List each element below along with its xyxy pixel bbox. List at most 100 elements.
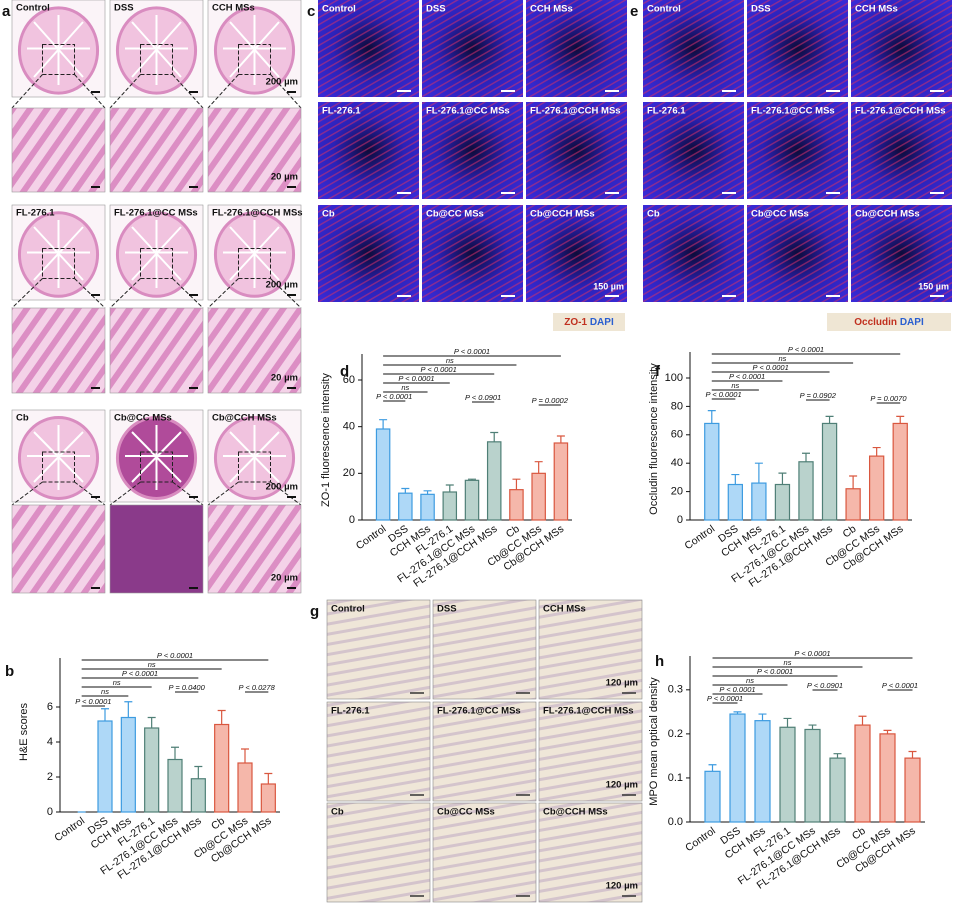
tile-title: Cb xyxy=(322,209,335,220)
error-bar xyxy=(833,753,842,759)
significance-label: ns xyxy=(731,381,739,390)
bar xyxy=(260,783,276,813)
y-tick-label: 100 xyxy=(665,372,683,384)
bar xyxy=(879,733,896,823)
tile-title: DSS xyxy=(114,3,134,14)
ihc-image xyxy=(538,599,643,700)
y-tick-label: 60 xyxy=(343,374,355,386)
zoom-box xyxy=(42,248,75,279)
bar xyxy=(509,489,524,521)
scale-label: 120 µm xyxy=(606,678,638,689)
scale-label: 120 µm xyxy=(606,881,638,892)
error-bar xyxy=(468,478,476,481)
x-tick-label: Control xyxy=(52,815,87,844)
y-tick-label: 0 xyxy=(47,806,53,818)
x-tick-label: Control xyxy=(683,825,718,854)
bar xyxy=(704,422,720,521)
tissue-folds xyxy=(27,220,90,288)
panel-label: f xyxy=(655,363,661,380)
y-tick-label: 80 xyxy=(671,400,683,412)
error-bar xyxy=(423,490,432,495)
tile-title: DSS xyxy=(426,4,446,15)
error-bar xyxy=(707,410,716,424)
tile-title: Cb xyxy=(647,209,660,220)
bar xyxy=(892,422,908,521)
stain-overlay xyxy=(643,205,744,302)
stain-overlay xyxy=(747,102,848,199)
tissue-folds xyxy=(125,425,188,490)
zoom-lines xyxy=(109,74,204,109)
bar xyxy=(751,482,767,521)
stain-overlay xyxy=(526,102,627,199)
y-tick-label: 0.1 xyxy=(668,772,683,784)
tile-title: Cb@CC MSs xyxy=(114,413,172,424)
significance-label: P < 0.0001 xyxy=(882,681,918,690)
tissue-folds xyxy=(27,425,90,490)
bar xyxy=(729,713,746,823)
bar xyxy=(97,720,113,813)
tile-title: Cb xyxy=(16,413,29,424)
counterstain-name: DAPI xyxy=(900,317,924,328)
stain-overlay xyxy=(422,205,523,302)
significance-label: P < 0.0001 xyxy=(398,374,434,383)
bar xyxy=(779,726,796,823)
bar xyxy=(442,491,458,521)
panel-label: b xyxy=(5,663,14,680)
significance-label: ns xyxy=(101,687,109,696)
panel-label: h xyxy=(655,653,664,670)
ihc-image xyxy=(432,802,537,903)
tile-title: Control xyxy=(647,4,681,15)
ihc-image xyxy=(432,701,537,802)
counterstain-name: DAPI xyxy=(590,317,614,328)
panel-label: d xyxy=(340,363,349,380)
zoom-lines xyxy=(207,74,302,109)
scale-label: 200 µm xyxy=(266,280,298,291)
x-tick-label: Control xyxy=(354,523,389,552)
tile-title: Cb@CC MSs xyxy=(437,807,495,818)
tile-title: Control xyxy=(16,3,50,14)
tile-title: FL-276.1@CCH MSs xyxy=(530,106,621,117)
tile-title: FL-276.1 xyxy=(16,208,55,219)
scale-label: 150 µm xyxy=(918,281,949,291)
significance-label: P < 0.0001 xyxy=(719,685,755,694)
error-bar xyxy=(872,446,881,457)
tile-title: Control xyxy=(331,604,365,615)
bar xyxy=(237,762,253,813)
significance-label: P < 0.0001 xyxy=(757,667,793,676)
tile-title: DSS xyxy=(751,4,771,15)
significance-label: P = 0.0902 xyxy=(800,391,837,400)
y-tick-label: 40 xyxy=(343,421,355,433)
bar xyxy=(464,479,480,521)
stain-legend xyxy=(827,313,951,331)
error-bar xyxy=(758,713,767,721)
significance-label: P = 0.0002 xyxy=(532,396,569,405)
tile-title: FL-276.1 xyxy=(647,106,686,117)
error-bar xyxy=(194,765,203,779)
error-bar xyxy=(379,419,388,429)
bar xyxy=(845,488,861,521)
panel-label: a xyxy=(2,3,11,20)
scale-label: 20 µm xyxy=(271,172,298,183)
y-tick-label: 0.0 xyxy=(668,816,683,828)
y-axis-label: MPO mean optical density xyxy=(648,677,660,806)
zoom-lines xyxy=(11,481,106,506)
significance-label: ns xyxy=(778,354,786,363)
bar xyxy=(531,472,546,521)
significance-label: ns xyxy=(784,658,792,667)
error-bar xyxy=(783,717,792,728)
bar xyxy=(420,493,435,521)
ihc-image xyxy=(326,802,431,903)
bar xyxy=(167,758,183,813)
bar xyxy=(120,716,136,813)
bar xyxy=(214,723,230,813)
panel-label: c xyxy=(307,3,315,20)
bar xyxy=(553,442,569,521)
y-tick-label: 20 xyxy=(671,486,683,498)
bar xyxy=(398,492,413,521)
scale-label: 20 µm xyxy=(271,373,298,384)
significance-label: P < 0.0001 xyxy=(794,649,830,658)
zoom-box xyxy=(238,451,271,483)
tissue-folds xyxy=(125,220,188,288)
error-bar xyxy=(217,709,226,725)
